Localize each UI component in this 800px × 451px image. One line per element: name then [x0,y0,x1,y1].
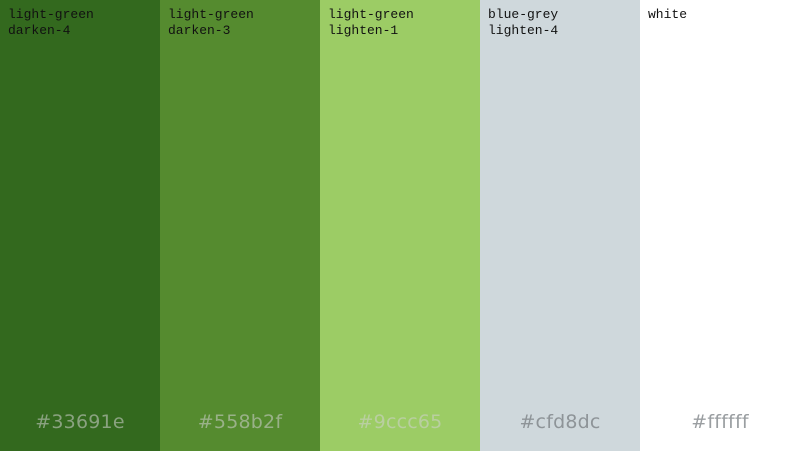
color-swatch-light-green-darken-4[interactable]: light-green darken-4 #33691e [0,0,160,451]
swatch-color-name: white [648,7,688,22]
swatch-hex-code: #9ccc65 [357,411,443,433]
color-swatch-light-green-lighten-1[interactable]: light-green lighten-1 #9ccc65 [320,0,480,451]
swatch-hex-code: #ffffff [691,411,749,433]
color-swatch-blue-grey-lighten-4[interactable]: blue-grey lighten-4 #cfd8dc [480,0,640,451]
swatch-hex-code: #558b2f [197,411,283,433]
swatch-color-name: light-green darken-4 [8,7,94,38]
swatch-color-name: light-green lighten-1 [328,7,414,38]
color-swatch-light-green-darken-3[interactable]: light-green darken-3 #558b2f [160,0,320,451]
color-swatch-white[interactable]: white #ffffff [640,0,800,451]
swatch-color-name: blue-grey lighten-4 [488,7,559,38]
swatch-hex-code: #cfd8dc [519,411,601,433]
swatch-hex-code: #33691e [35,411,125,433]
swatch-color-name: light-green darken-3 [168,7,254,38]
